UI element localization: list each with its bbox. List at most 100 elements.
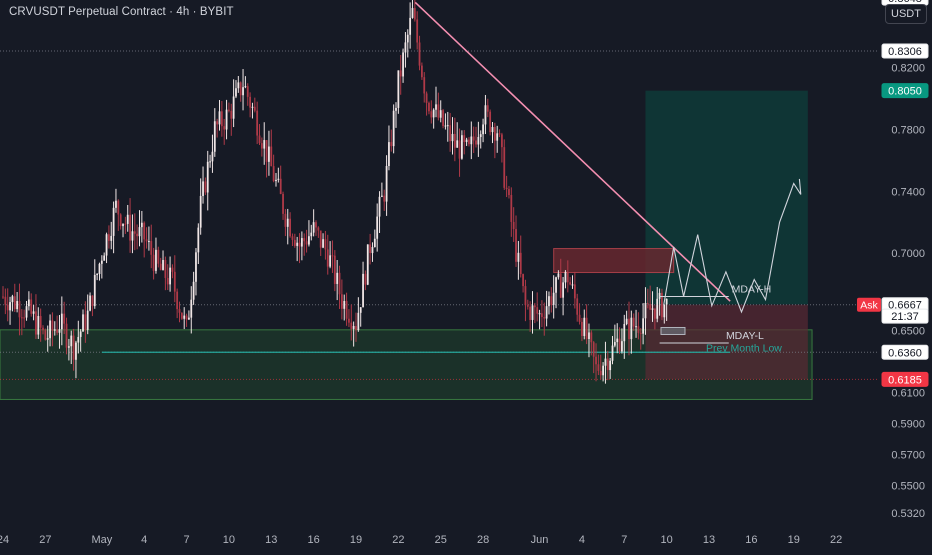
- candle-body: [124, 224, 126, 225]
- x-tick-label: 16: [308, 534, 320, 546]
- y-tick-label: 0.6500: [891, 326, 925, 338]
- candle-body: [454, 134, 456, 148]
- candle-body: [633, 318, 635, 327]
- candle-body: [270, 147, 272, 167]
- candle-body: [659, 293, 661, 299]
- candle-body: [515, 229, 517, 262]
- candle-body: [80, 331, 82, 337]
- candle-body: [16, 301, 18, 309]
- candle-body: [12, 296, 14, 302]
- x-tick-label: 16: [745, 534, 757, 546]
- candle-body: [285, 214, 287, 227]
- candle-body: [630, 318, 632, 339]
- y-tick-label: 0.5320: [891, 508, 925, 520]
- candle-body: [87, 311, 89, 330]
- candle-body: [56, 329, 58, 332]
- candle: [489, 110, 491, 136]
- candle-body: [623, 324, 625, 341]
- candle-body: [219, 111, 221, 124]
- candle-body: [397, 70, 399, 108]
- candle-body: [139, 227, 141, 236]
- candle-body: [186, 316, 188, 320]
- candle-body: [223, 126, 225, 129]
- candle-body: [365, 274, 367, 285]
- candle-body: [334, 256, 336, 284]
- candle-body: [259, 136, 261, 144]
- candle-body: [640, 333, 642, 334]
- candle-body: [35, 311, 37, 334]
- candle-body: [390, 142, 392, 146]
- candle-body: [240, 82, 242, 95]
- y-tick-label: 0.7000: [891, 248, 925, 260]
- candle-body: [642, 318, 644, 333]
- candle-body: [536, 307, 538, 313]
- candle-body: [355, 326, 357, 330]
- candle-body: [442, 110, 444, 126]
- candle-body: [332, 255, 334, 256]
- candle-body: [529, 307, 531, 320]
- candle-body: [329, 255, 331, 266]
- candle-body: [645, 303, 647, 318]
- candle-body: [42, 328, 44, 330]
- candle-body: [115, 201, 117, 208]
- candle-body: [287, 219, 289, 227]
- currency-button[interactable]: USDT: [885, 4, 927, 24]
- y-tick-label: 0.5700: [891, 449, 925, 461]
- candle-body: [414, 8, 416, 19]
- candle-body: [75, 343, 77, 360]
- candle-body: [586, 318, 588, 339]
- candle-body: [127, 215, 129, 224]
- candle-body: [172, 268, 174, 272]
- candle-body: [379, 197, 381, 217]
- candle-body: [381, 196, 383, 197]
- candle-body: [268, 147, 270, 162]
- candle-body: [426, 93, 428, 102]
- candle-body: [221, 111, 223, 126]
- candle-body: [407, 35, 409, 43]
- y-tick-label: 0.7800: [891, 124, 925, 136]
- candle-body: [489, 112, 491, 132]
- candle: [661, 289, 663, 320]
- candle-body: [129, 215, 131, 241]
- candle-body: [92, 296, 94, 307]
- candle-body: [237, 82, 239, 88]
- price-box-label: 0.6185: [888, 374, 922, 386]
- candle-body: [433, 110, 435, 118]
- y-tick-label: 0.5900: [891, 418, 925, 430]
- candle-body: [475, 140, 477, 144]
- candle-body: [162, 260, 164, 270]
- candle-body: [275, 180, 277, 181]
- candle-body: [503, 147, 505, 188]
- candle-body: [525, 286, 527, 305]
- candle-body: [66, 324, 68, 348]
- candle-body: [117, 201, 119, 215]
- candle-body: [301, 238, 303, 246]
- candle-body: [134, 231, 136, 233]
- candle-body: [252, 107, 254, 108]
- candle-body: [626, 319, 628, 324]
- candle-body: [430, 111, 432, 117]
- candle-body: [605, 359, 607, 366]
- candle-body: [63, 314, 65, 324]
- candle-body: [68, 346, 70, 347]
- candle-body: [44, 330, 46, 340]
- candle-body: [499, 133, 501, 134]
- candle-body: [204, 181, 206, 192]
- candle-body: [395, 108, 397, 111]
- candle-body: [153, 255, 155, 271]
- candle-body: [527, 305, 529, 307]
- candle-body: [539, 313, 541, 314]
- candle-body: [228, 110, 230, 111]
- y-tick-label: 0.8200: [891, 62, 925, 74]
- candle-body: [348, 319, 350, 323]
- candle-body: [101, 261, 103, 264]
- candle-body: [635, 326, 637, 327]
- candle-body: [108, 234, 110, 241]
- x-tick-label: 19: [788, 534, 800, 546]
- candle-body: [520, 253, 522, 274]
- candle-body: [141, 223, 143, 227]
- candle-body: [181, 313, 183, 319]
- candle-body: [562, 282, 564, 297]
